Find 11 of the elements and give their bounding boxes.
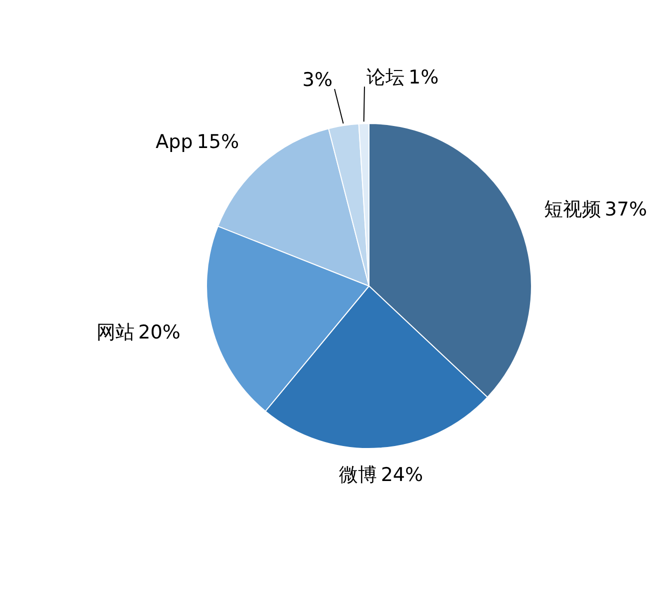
slice-label: App [156, 131, 193, 154]
slice-label: 微博 [338, 464, 377, 486]
data-label: 20% [138, 321, 180, 344]
data-label: 3% [302, 68, 333, 91]
slice-label: 网站 [96, 321, 134, 344]
slice-label: 论坛 [366, 66, 404, 89]
data-label: 15% [196, 131, 240, 154]
data-label: 1% [408, 66, 439, 89]
slice-label: 短视频 [544, 198, 601, 220]
data-label: 37% [604, 198, 648, 220]
data-label: 24% [380, 464, 424, 486]
